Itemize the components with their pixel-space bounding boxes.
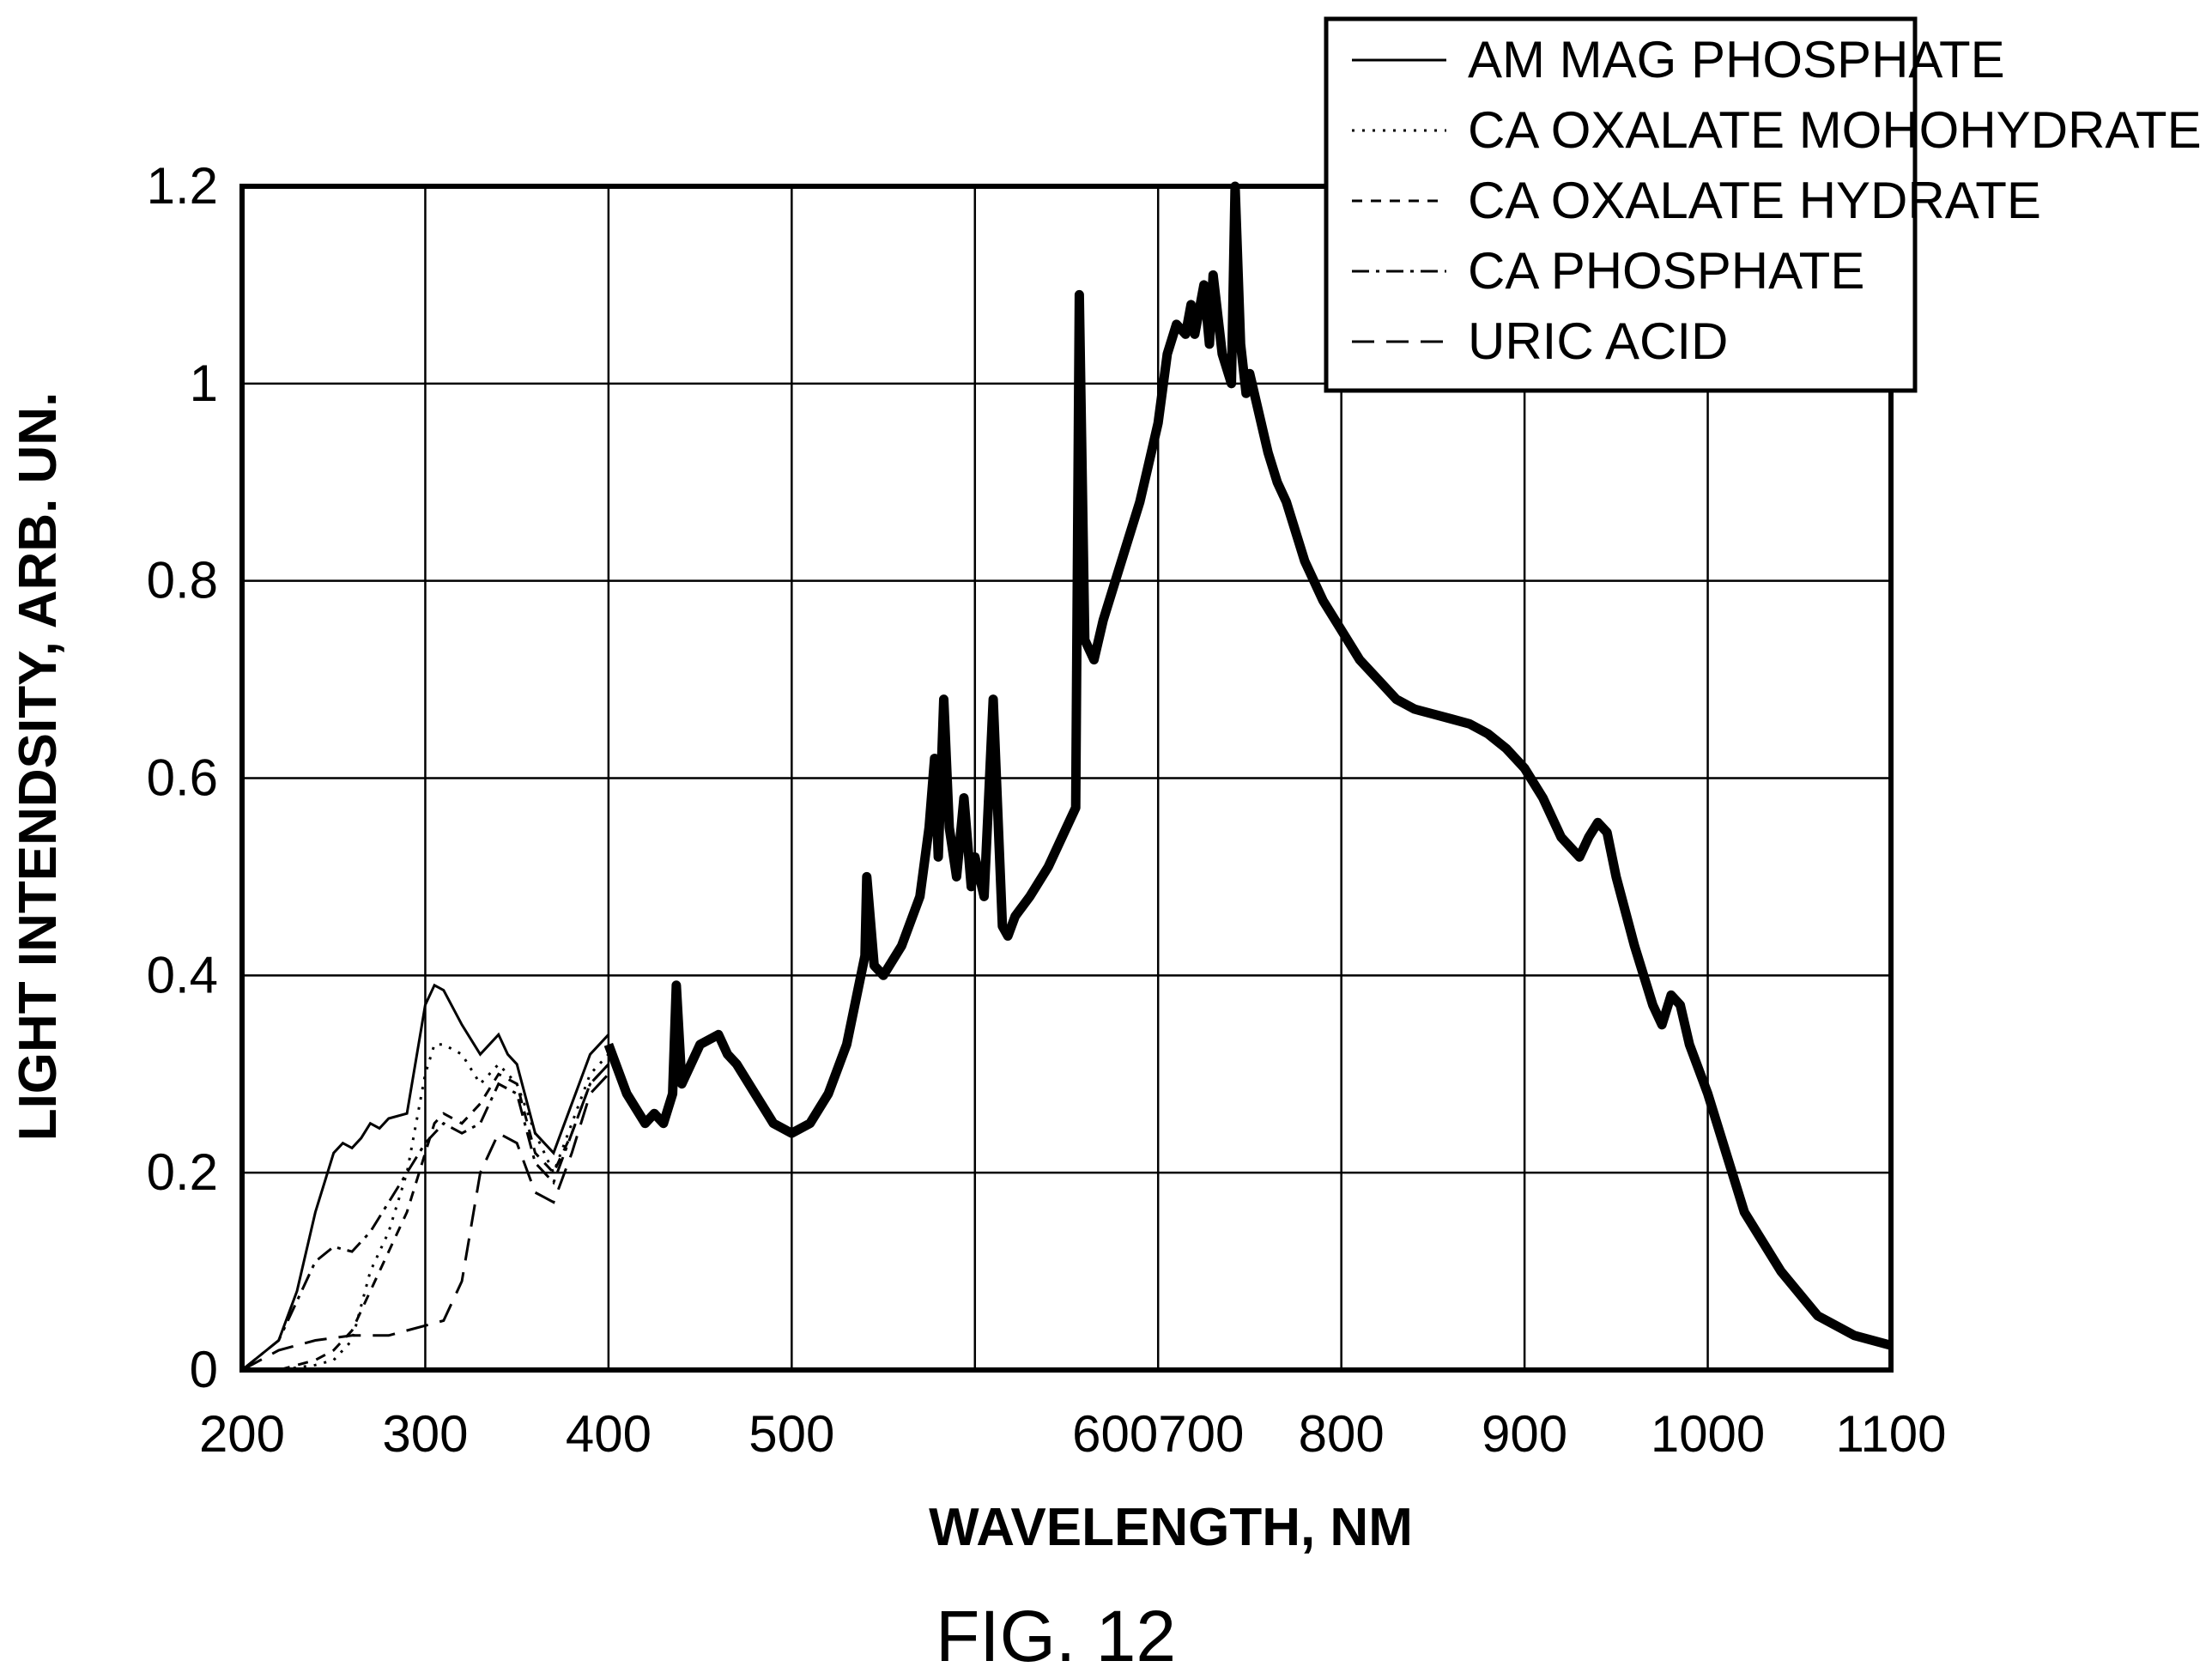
legend-label-1: AM MAG PHOSPHATE (1468, 31, 2005, 88)
y-tick-label: 0.2 (147, 1143, 218, 1201)
y-tick-labels: 0 0.2 0.4 0.6 0.8 1 1.2 (147, 157, 218, 1398)
x-tick-label: 200 (199, 1405, 285, 1463)
y-tick-label: 0.4 (147, 946, 218, 1003)
x-tick-label: 400 (566, 1405, 651, 1463)
y-tick-label: 0 (190, 1341, 218, 1398)
series-curves (241, 181, 1893, 1372)
y-tick-label: 1.2 (147, 157, 218, 215)
y-tick-label: 0.8 (147, 552, 218, 609)
legend: AM MAG PHOSPHATE CA OXALATE MOHOHYDRATE CA… (1324, 16, 2202, 393)
series-line-3 (242, 1063, 609, 1372)
overlapping-series-tail (603, 181, 1893, 1350)
legend-label-4: CA PHOSPHATE (1468, 242, 1864, 300)
x-tick-labels: 200 300 400 500 600700 800 900 1000 1100 (199, 1405, 1947, 1463)
x-tick-label: 300 (382, 1405, 468, 1463)
x-axis-title: WAVELENGTH, NM (929, 1498, 1413, 1557)
x-tick-label: 900 (1482, 1405, 1567, 1463)
y-tick-label: 1 (190, 355, 218, 412)
legend-label-5: URIC ACID (1468, 312, 1728, 370)
y-tick-label: 0.6 (147, 749, 218, 807)
y-axis-title: LIGHT INTENDSITY, ARB. UN. (9, 392, 68, 1142)
figure-caption: FIG. 12 (936, 1596, 1176, 1676)
x-tick-label: 1100 (1835, 1405, 1946, 1463)
x-tick-label: 800 (1299, 1405, 1385, 1463)
legend-label-3: CA OXALATE HYDRATE (1468, 172, 2041, 229)
x-tick-label: 600700 (1072, 1405, 1244, 1463)
plot-frame (239, 184, 1894, 1373)
series-line-4 (241, 1063, 609, 1372)
legend-box (1324, 16, 1918, 393)
x-tick-label: 1000 (1651, 1405, 1765, 1463)
series-line-5 (241, 1073, 609, 1372)
x-tick-label: 500 (748, 1405, 834, 1463)
legend-label-2: CA OXALATE MOHOHYDRATE (1468, 101, 2202, 159)
